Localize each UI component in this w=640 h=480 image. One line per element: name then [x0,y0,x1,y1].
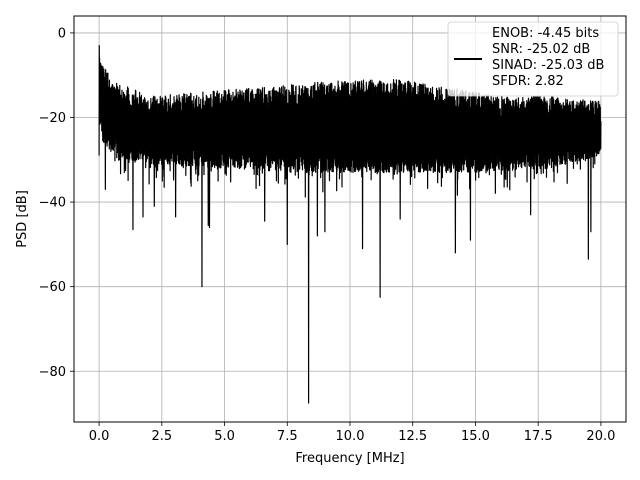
y-tick-label: −20 [39,111,66,126]
x-tick-label: 10.0 [336,429,365,444]
legend-entry-enob: ENOB: -4.45 bits [492,26,599,41]
legend-entry-sinad: SINAD: -25.03 dB [492,58,604,73]
legend-entry-sfdr: SFDR: 2.82 [492,74,564,89]
x-tick-label: 12.5 [398,429,427,444]
x-tick-label: 20.0 [586,429,615,444]
psd-series-line [98,45,602,404]
y-tick-label: 0 [58,26,66,41]
tick-group: 0.0 2.5 5.0 7.5 10.0 12.5 15.0 17.5 20.0 0 −20 −40 −… [39,26,616,444]
x-axis-label: Frequency [MHz] [295,451,404,466]
legend: ENOB: -4.45 bits SNR: -25.02 dB SINAD: -… [447,21,619,97]
y-axis-label: PSD [dB] [15,190,30,248]
x-tick-label: 17.5 [524,429,553,444]
series-layer [98,45,602,404]
legend-box [447,21,619,97]
x-tick-label: 2.5 [151,429,172,444]
x-tick-label: 0.0 [89,429,110,444]
x-tick-label: 7.5 [277,429,298,444]
y-tick-label: −60 [39,280,66,295]
y-tick-label: −80 [39,365,66,380]
x-tick-label: 5.0 [214,429,235,444]
legend-entry-snr: SNR: -25.02 dB [492,42,590,57]
y-tick-label: −40 [39,196,66,211]
x-tick-label: 15.0 [461,429,490,444]
